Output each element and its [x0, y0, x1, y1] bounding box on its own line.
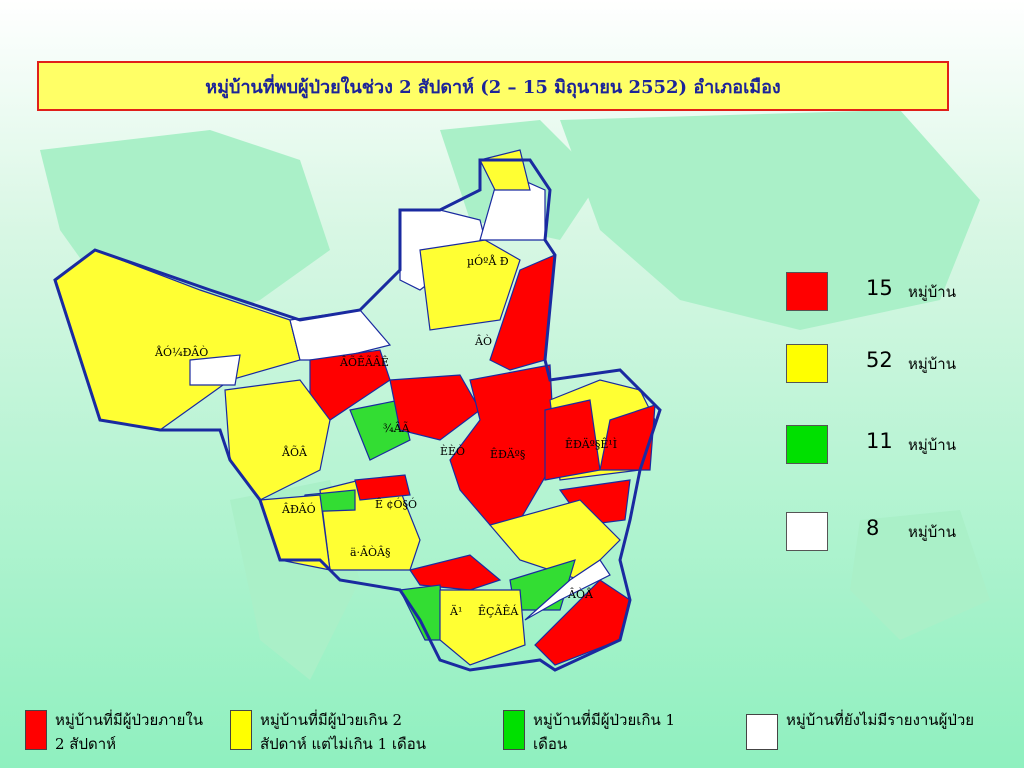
key-text: หมู่บ้านที่ยังไม่มีรายงานผู้ป่วย [786, 711, 975, 729]
map-label: µÓºÅ Ð [467, 254, 509, 268]
legend-count: 8 [866, 516, 880, 540]
legend-swatch [786, 344, 828, 383]
legend-swatch [786, 512, 828, 551]
key-swatch [25, 710, 47, 750]
map-label: ÊÐÄº§ [490, 447, 525, 461]
legend-item: 15 หมู่บ้าน [786, 272, 976, 312]
map-label: ÂÒÅ [567, 587, 594, 601]
legend-unit: หมู่บ้าน [908, 283, 956, 301]
legend-item: 11 หมู่บ้าน [786, 425, 976, 465]
map-label: ä·ÂÒÂ§ [350, 545, 390, 559]
legend-swatch [786, 425, 828, 464]
key-swatch [746, 714, 778, 750]
map-label: ÂÒ [474, 334, 492, 348]
legend-count: 11 [866, 429, 893, 453]
key-swatch [503, 710, 525, 750]
map-label: Ä¹ [449, 604, 462, 618]
legend-unit: หมู่บ้าน [908, 436, 956, 454]
key-item: หมู่บ้านที่มีผู้ป่วยเกิน 2 สัปดาห์ แต่ไม… [230, 708, 440, 758]
key-item: หมู่บ้านที่มีผู้ป่วยภายใน 2 สัปดาห์ [25, 708, 215, 758]
map-label: ÅÓ¼ÐÂÒ [154, 345, 208, 359]
map-label: ÊÐÄº§Ê¹Ì [565, 437, 617, 451]
map-label: ÅÕÂ [281, 445, 308, 459]
map-label: ¾ÂÃ [383, 421, 411, 435]
map-label: Ê ¢Ó§Ó [375, 497, 417, 511]
title: หมู่บ้านที่พบผู้ป่วยในช่วง 2 สัปดาห์ (2 … [37, 61, 949, 111]
legend-count: 52 [866, 348, 893, 372]
legend-unit: หมู่บ้าน [908, 523, 956, 541]
map-label: ÂÐÂÓ [281, 502, 316, 516]
legend-count: 15 [866, 276, 893, 300]
legend-swatch [786, 272, 828, 311]
key-item: หมู่บ้านที่ยังไม่มีรายงานผู้ป่วย [746, 708, 996, 758]
key-text: หมู่บ้านที่มีผู้ป่วยเกิน 2 สัปดาห์ แต่ไม… [260, 711, 427, 753]
legend-item: 52 หมู่บ้าน [786, 344, 976, 384]
map-label: ÊÇÃÊÁ [478, 604, 519, 618]
key-text: หมู่บ้านที่มีผู้ป่วยภายใน 2 สัปดาห์ [55, 711, 203, 753]
key-text: หมู่บ้านที่มีผู้ป่วยเกิน 1 เดือน [533, 711, 676, 753]
map-label: ÈÈÒ [440, 444, 465, 458]
legend-item: 8 หมู่บ้าน [786, 512, 976, 552]
map-label: ÂÕÊÃÂÊ [339, 355, 389, 369]
legend-unit: หมู่บ้าน [908, 355, 956, 373]
key-swatch [230, 710, 252, 750]
key-item: หมู่บ้านที่มีผู้ป่วยเกิน 1 เดือน [503, 708, 703, 758]
